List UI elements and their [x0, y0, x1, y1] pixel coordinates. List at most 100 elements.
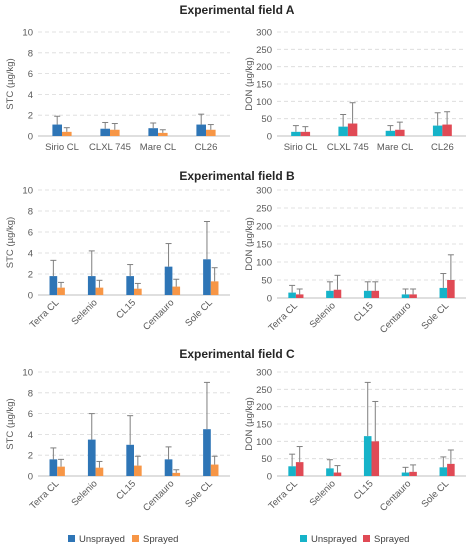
- panel-title-field-c: Experimental field C: [179, 347, 295, 361]
- bar-unsprayed: [203, 259, 211, 295]
- y-tick-label: 10: [22, 28, 33, 39]
- bar-sprayed: [172, 472, 181, 476]
- y-tick-label: 200: [256, 402, 272, 413]
- bar-unsprayed: [291, 131, 301, 136]
- y-tick-label: 150: [256, 80, 272, 91]
- bar-sprayed: [172, 286, 181, 295]
- bar-unsprayed: [100, 128, 110, 136]
- bar-sprayed: [134, 288, 142, 295]
- y-tick-label: 0: [267, 294, 272, 305]
- bar-unsprayed: [196, 124, 206, 136]
- x-category-label: Selenio: [70, 297, 100, 327]
- bar-sprayed: [371, 441, 380, 476]
- y-axis-label: STC (µg/kg): [5, 58, 16, 109]
- bar-unsprayed: [49, 276, 58, 295]
- legend-label-sprayed: Sprayed: [143, 534, 178, 545]
- y-tick-label: 4: [28, 430, 33, 441]
- bar-sprayed: [295, 294, 304, 298]
- x-category-label: Terra CL: [266, 478, 300, 512]
- y-tick-label: 300: [256, 368, 272, 379]
- y-tick-label: 100: [256, 437, 272, 448]
- legend-label-unsprayed: Unsprayed: [79, 534, 125, 545]
- bar-unsprayed: [338, 126, 348, 136]
- bar-sprayed: [447, 280, 455, 298]
- y-tick-label: 150: [256, 240, 272, 251]
- y-tick-label: 6: [28, 228, 33, 239]
- bar-unsprayed: [363, 290, 372, 298]
- bar-sprayed: [347, 123, 358, 136]
- bar-sprayed: [333, 472, 342, 476]
- bar-unsprayed: [288, 466, 296, 476]
- y-tick-label: 50: [261, 454, 272, 465]
- bar-sprayed: [371, 290, 380, 298]
- bar-sprayed: [409, 294, 417, 298]
- y-tick-label: 0: [28, 132, 33, 143]
- y-tick-label: 10: [22, 186, 33, 197]
- chart-b-don: 0 50 100 150 200 250 300 DON (µg/kg) Terra CL Sel…: [244, 186, 466, 336]
- bar-unsprayed: [164, 459, 173, 476]
- x-category-label: CL15: [114, 297, 138, 321]
- y-tick-label: 200: [256, 62, 272, 73]
- x-category-label: CL15: [114, 478, 138, 502]
- bar-unsprayed: [401, 472, 410, 476]
- bar-unsprayed: [203, 429, 211, 476]
- bar-unsprayed: [87, 276, 96, 295]
- x-category-label: Terra CL: [28, 478, 62, 512]
- bar-sprayed: [134, 465, 142, 476]
- bar-sprayed: [95, 467, 104, 476]
- y-tick-label: 8: [28, 48, 33, 59]
- y-tick-label: 2: [28, 270, 33, 281]
- bar-unsprayed: [439, 287, 448, 298]
- legend-stc: Unsprayed Sprayed: [68, 534, 178, 545]
- bar-sprayed: [210, 281, 219, 295]
- x-category-label: CLXL 745: [89, 142, 131, 153]
- legend-label-sprayed: Sprayed: [374, 534, 409, 545]
- y-tick-label: 300: [256, 186, 272, 197]
- bar-unsprayed: [52, 124, 62, 136]
- bar-sprayed: [442, 124, 452, 136]
- chart-a-stc: 0 2 4 6 8 10 STC (µg/kg) Sirio CL CLXL 745 Mare C…: [5, 28, 230, 153]
- bar-unsprayed: [326, 290, 334, 298]
- legend-swatch-unsprayed: [300, 535, 307, 542]
- chart-c-stc: 0 2 4 6 8 10 STC (µg/kg) Terra CL Selenio CL15 Cen…: [5, 368, 230, 514]
- y-tick-label: 50: [261, 276, 272, 287]
- y-tick-label: 0: [28, 472, 33, 483]
- bar-unsprayed: [87, 439, 96, 476]
- bar-sprayed: [295, 462, 304, 476]
- y-tick-label: 100: [256, 258, 272, 269]
- legend-swatch-sprayed: [363, 535, 370, 542]
- bar-sprayed: [62, 131, 72, 136]
- bar-sprayed: [395, 129, 405, 136]
- bar-unsprayed: [385, 130, 396, 136]
- x-category-label: Centauro: [378, 300, 413, 335]
- bar-sprayed: [206, 129, 216, 136]
- y-tick-label: 0: [28, 291, 33, 302]
- bar-unsprayed: [326, 468, 334, 476]
- bar-unsprayed: [432, 125, 443, 136]
- legend-don: Unsprayed Sprayed: [300, 534, 409, 545]
- bar-unsprayed: [288, 292, 296, 298]
- x-category-label: CL26: [431, 142, 454, 153]
- bar-sprayed: [333, 289, 342, 298]
- bar-sprayed: [95, 287, 104, 295]
- x-category-label: CL26: [195, 142, 218, 153]
- y-tick-label: 2: [28, 451, 33, 462]
- bar-unsprayed: [401, 294, 410, 298]
- y-tick-label: 6: [28, 409, 33, 420]
- panel-title-field-b: Experimental field B: [179, 169, 295, 183]
- y-tick-label: 100: [256, 97, 272, 108]
- y-axis-label: DON (µg/kg): [244, 217, 255, 271]
- bar-sprayed: [57, 287, 65, 295]
- bar-sprayed: [409, 471, 417, 476]
- y-tick-label: 10: [22, 368, 33, 379]
- bar-unsprayed: [49, 459, 58, 476]
- y-tick-label: 2: [28, 111, 33, 122]
- y-tick-label: 0: [267, 472, 272, 483]
- y-tick-label: 250: [256, 45, 272, 56]
- chart-a-don: 0 50 100 150 200 250 300 DON (µg/kg) Sirio CL CLX…: [244, 28, 466, 153]
- y-axis-label: DON (µg/kg): [244, 397, 255, 451]
- y-axis-label: DON (µg/kg): [244, 57, 255, 111]
- x-category-label: Selenio: [308, 478, 338, 508]
- x-category-label: Selenio: [308, 300, 338, 330]
